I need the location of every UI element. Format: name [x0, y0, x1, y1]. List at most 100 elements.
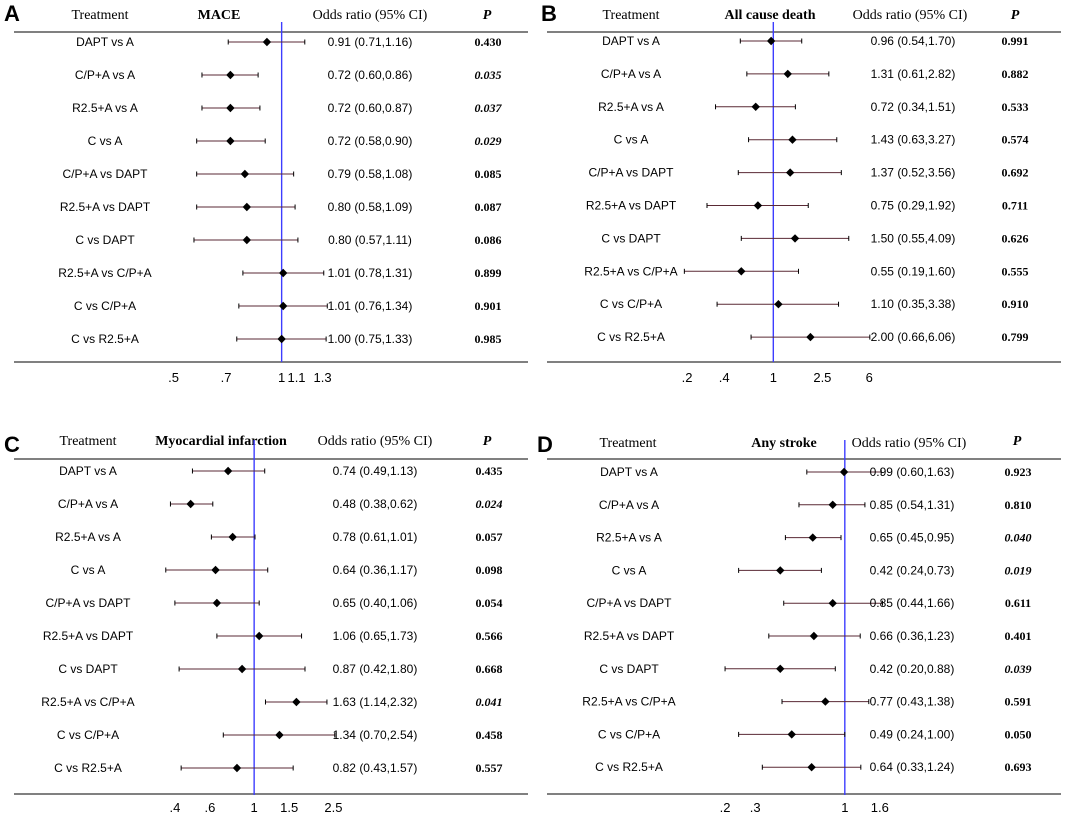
odds-ratio-header: Odds ratio (95% CI) [853, 8, 968, 23]
treatment-header: Treatment [71, 8, 128, 23]
odds-ratio-value: 1.01 (0.76,1.34) [328, 299, 413, 313]
p-value: 0.899 [475, 266, 502, 280]
x-tick-label: .5 [168, 370, 179, 385]
point-estimate-marker [277, 334, 286, 344]
odds-ratio-value: 0.85 (0.54,1.31) [870, 498, 955, 512]
p-value: 0.085 [475, 167, 502, 181]
p-value: 0.557 [476, 761, 503, 775]
x-tick-label: 1.5 [280, 800, 298, 815]
point-estimate-marker [212, 598, 222, 608]
x-tick-label: 1.3 [314, 370, 332, 385]
point-estimate-marker [278, 301, 288, 311]
p-value: 0.039 [1005, 662, 1032, 676]
odds-ratio-value: 0.75 (0.29,1.92) [871, 199, 956, 213]
x-tick-label: 1.6 [871, 800, 889, 815]
panel-letter: B [541, 1, 557, 26]
comparison-label: R2.5+A vs DAPT [43, 629, 134, 643]
comparison-label: R2.5+A vs C/P+A [582, 695, 675, 709]
p-value: 0.086 [475, 233, 502, 247]
comparison-label: R2.5+A vs C/P+A [41, 695, 134, 709]
comparison-label: R2.5+A vs DAPT [60, 200, 151, 214]
odds-ratio-value: 0.79 (0.58,1.08) [328, 167, 413, 181]
point-estimate-marker [776, 566, 785, 575]
p-value: 0.430 [475, 35, 502, 49]
comparison-label: C vs DAPT [75, 233, 135, 247]
comparison-label: C vs DAPT [599, 662, 659, 676]
p-value: 0.087 [475, 200, 502, 214]
x-tick-label: .2 [682, 370, 693, 385]
x-tick-label: 1 [278, 370, 285, 385]
p-header: P [483, 434, 492, 449]
odds-ratio-value: 0.65 (0.45,0.95) [870, 531, 955, 545]
comparison-label: C/P+A vs A [599, 498, 659, 512]
odds-ratio-value: 0.72 (0.60,0.86) [328, 68, 413, 82]
plot-layer: DAPT vs A 0.91 (0.71,1.16) 0.430 C/P+A vs A… [58, 22, 503, 385]
point-estimate-marker [278, 268, 288, 278]
point-estimate-marker [228, 532, 237, 542]
panel-letter: C [4, 432, 20, 457]
panel-title: Any stroke [751, 436, 816, 451]
p-value: 0.991 [1002, 34, 1029, 48]
odds-ratio-value: 0.48 (0.38,0.62) [333, 497, 418, 511]
odds-ratio-value: 0.42 (0.20,0.88) [870, 662, 955, 676]
point-estimate-marker [186, 499, 195, 509]
point-estimate-marker [262, 37, 272, 47]
comparison-label: C vs R2.5+A [595, 760, 663, 774]
comparison-label: DAPT vs A [602, 34, 660, 48]
point-estimate-marker [839, 467, 849, 477]
odds-ratio-header: Odds ratio (95% CI) [318, 434, 433, 449]
point-estimate-marker [242, 235, 252, 245]
comparison-label: R2.5+A vs DAPT [586, 199, 677, 213]
odds-ratio-value: 1.43 (0.63,3.27) [871, 133, 956, 147]
comparison-label: R2.5+A vs C/P+A [58, 266, 151, 280]
odds-ratio-value: 0.82 (0.43,1.57) [333, 761, 418, 775]
odds-ratio-value: 0.72 (0.34,1.51) [871, 100, 956, 114]
point-estimate-marker [254, 631, 264, 641]
treatment-header: Treatment [602, 8, 659, 23]
p-value: 0.591 [1005, 695, 1032, 709]
odds-ratio-header: Odds ratio (95% CI) [313, 8, 428, 23]
point-estimate-marker [766, 36, 776, 46]
odds-ratio-value: 0.87 (0.42,1.80) [333, 662, 418, 676]
panel-title: Myocardial infarction [155, 434, 287, 449]
p-value: 0.692 [1002, 166, 1029, 180]
treatment-header: Treatment [599, 436, 656, 451]
x-tick-label: 2.5 [324, 800, 342, 815]
forest-plot-d-svg: D Treatment Any stroke Odds ratio (95% C… [537, 432, 1061, 815]
odds-ratio-value: 0.91 (0.71,1.16) [328, 35, 413, 49]
treatment-header: Treatment [59, 434, 116, 449]
odds-ratio-value: 0.49 (0.24,1.00) [870, 727, 955, 741]
x-tick-label: 1 [251, 800, 258, 815]
odds-ratio-value: 0.77 (0.43,1.38) [870, 695, 955, 709]
p-value: 0.882 [1002, 67, 1029, 81]
forest-plot-b-svg: B Treatment All cause death Odds ratio (… [541, 1, 1061, 385]
comparison-label: C vs A [612, 563, 647, 577]
odds-ratio-value: 1.10 (0.35,3.38) [871, 297, 956, 311]
p-value: 0.566 [476, 629, 503, 643]
odds-ratio-value: 0.85 (0.44,1.66) [870, 596, 955, 610]
comparison-label: C/P+A vs A [601, 67, 661, 81]
p-value: 0.401 [1005, 629, 1032, 643]
comparison-label: R2.5+A vs A [598, 100, 664, 114]
odds-ratio-value: 2.00 (0.66,6.06) [871, 330, 956, 344]
x-tick-label: .4 [719, 370, 730, 385]
point-estimate-marker [737, 267, 746, 276]
comparison-label: C vs C/P+A [74, 299, 136, 313]
p-value: 0.693 [1005, 760, 1032, 774]
p-value: 0.910 [1002, 297, 1029, 311]
forest-panel-b: B Treatment All cause death Odds ratio (… [533, 0, 1065, 409]
comparison-label: R2.5+A vs DAPT [584, 629, 675, 643]
p-header: P [483, 8, 492, 23]
comparison-label: C vs C/P+A [598, 727, 660, 741]
odds-ratio-value: 1.50 (0.55,4.09) [871, 231, 956, 245]
odds-ratio-value: 0.64 (0.36,1.17) [333, 563, 418, 577]
forest-panel-a: A Treatment MACE Odds ratio (95% CI) P D… [0, 0, 532, 409]
point-estimate-marker [790, 234, 800, 243]
comparison-label: DAPT vs A [76, 35, 134, 49]
p-value: 0.035 [475, 68, 502, 82]
point-estimate-marker [226, 136, 235, 146]
point-estimate-marker [787, 730, 796, 739]
comparison-label: C/P+A vs DAPT [45, 596, 131, 610]
p-value: 0.901 [475, 299, 502, 313]
p-value: 0.923 [1005, 465, 1032, 479]
